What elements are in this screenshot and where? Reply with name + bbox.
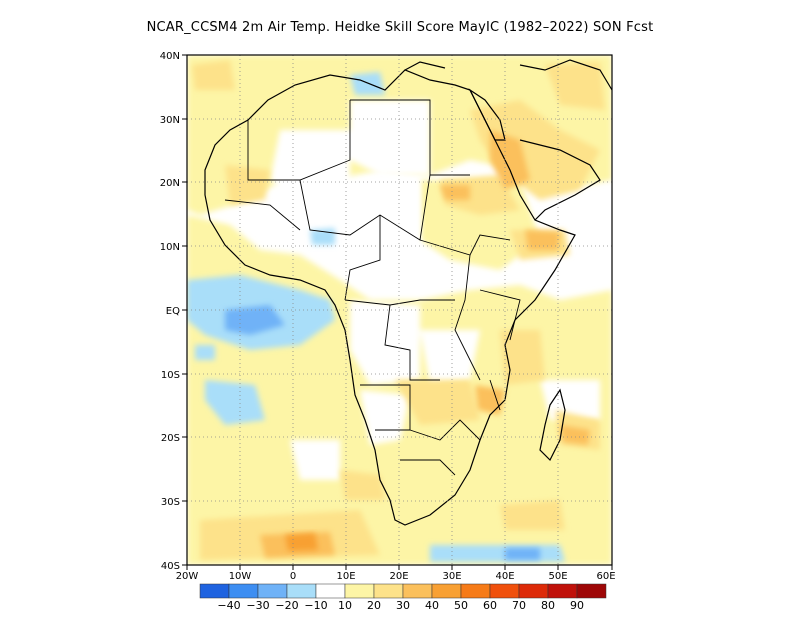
colorbar-label: 10 bbox=[338, 599, 352, 612]
longitude-labels: 20W 10W 0 10E 20E 30E 40E 50E 60E bbox=[176, 571, 616, 582]
colorbar-label: −30 bbox=[246, 599, 269, 612]
colorbar-swatch bbox=[547, 583, 578, 599]
lon-label: 20E bbox=[389, 571, 408, 582]
lat-label: 20N bbox=[160, 178, 180, 189]
colorbar-swatch bbox=[489, 583, 520, 599]
lon-label: 30E bbox=[442, 571, 461, 582]
colorbar-labels: −40 −30 −20 −10 10 20 30 40 50 60 70 80 … bbox=[217, 599, 584, 612]
colorbar-swatch bbox=[199, 583, 230, 599]
colorbar-label: 20 bbox=[367, 599, 381, 612]
lat-label: 30N bbox=[160, 115, 180, 126]
colorbar-swatch bbox=[518, 583, 549, 599]
colorbar-label: −40 bbox=[217, 599, 240, 612]
lat-label: EQ bbox=[166, 306, 180, 317]
lat-label: 30S bbox=[161, 497, 180, 508]
colorbar-swatch bbox=[460, 583, 491, 599]
colorbar: −40 −30 −20 −10 10 20 30 40 50 60 70 80 … bbox=[199, 583, 607, 612]
colorbar-swatch bbox=[576, 583, 607, 599]
colorbar-swatch bbox=[344, 583, 375, 599]
coastlines bbox=[204, 59, 612, 526]
lon-label: 0 bbox=[290, 571, 296, 582]
lon-label: 10E bbox=[336, 571, 355, 582]
colorbar-label: 80 bbox=[541, 599, 555, 612]
colorbar-label: −20 bbox=[275, 599, 298, 612]
lon-label: 10W bbox=[229, 571, 252, 582]
colorbar-label: 90 bbox=[570, 599, 584, 612]
axis-ticks bbox=[182, 54, 613, 570]
lat-label: 10N bbox=[160, 242, 180, 253]
country-borders bbox=[224, 99, 521, 476]
colorbar-swatches bbox=[199, 583, 607, 599]
lon-label: 50E bbox=[548, 571, 567, 582]
map-title: NCAR_CCSM4 2m Air Temp. Heidke Skill Sco… bbox=[146, 20, 654, 35]
colorbar-label: 70 bbox=[512, 599, 526, 612]
graticule bbox=[187, 55, 612, 565]
colorbar-swatch bbox=[402, 583, 433, 599]
lat-label: 40S bbox=[161, 561, 180, 572]
colorbar-swatch bbox=[431, 583, 462, 599]
lon-label: 60E bbox=[596, 571, 615, 582]
colorbar-swatch bbox=[373, 583, 404, 599]
colorbar-swatch bbox=[257, 583, 288, 599]
latitude-labels: 40N 30N 20N 10N EQ 10S 20S 30S 40S bbox=[160, 51, 180, 572]
colorbar-label: 60 bbox=[483, 599, 497, 612]
lon-label: 40E bbox=[495, 571, 514, 582]
lat-label: 20S bbox=[161, 433, 180, 444]
colorbar-label: 30 bbox=[396, 599, 410, 612]
colorbar-label: −10 bbox=[304, 599, 327, 612]
colorbar-swatch bbox=[286, 583, 317, 599]
lon-label: 20W bbox=[176, 571, 199, 582]
colorbar-swatch bbox=[228, 583, 259, 599]
lat-label: 10S bbox=[161, 370, 180, 381]
colorbar-swatch bbox=[315, 583, 346, 599]
colorbar-label: 40 bbox=[425, 599, 439, 612]
colorbar-label: 50 bbox=[454, 599, 468, 612]
lat-label: 40N bbox=[160, 51, 180, 62]
